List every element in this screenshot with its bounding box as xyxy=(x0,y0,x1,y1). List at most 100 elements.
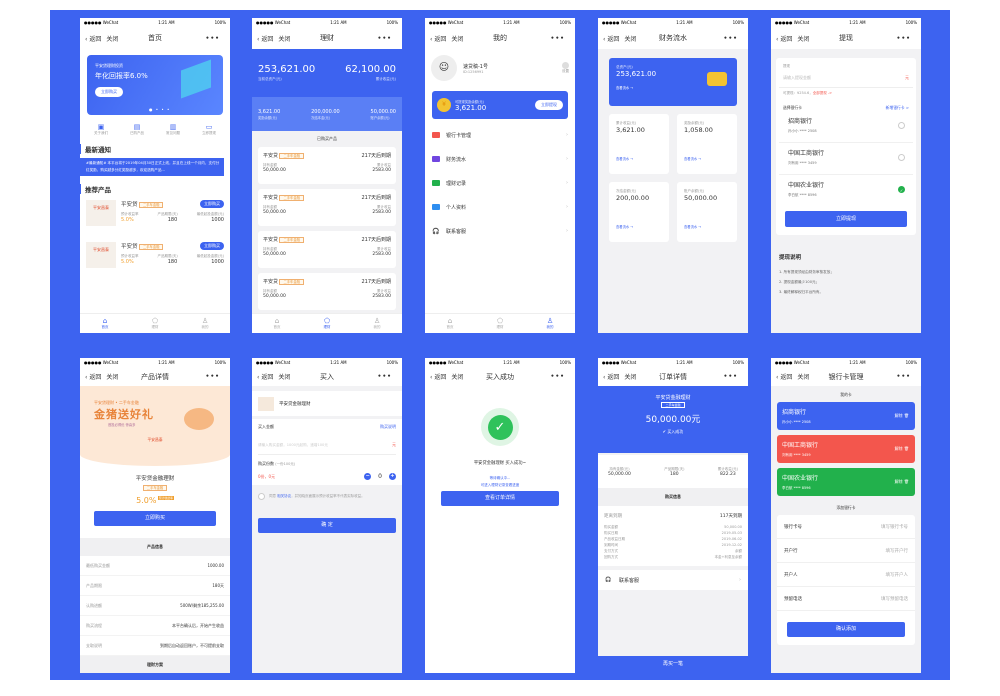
unbind-button[interactable]: 解除 🗑 xyxy=(894,446,909,451)
close-button[interactable]: 关闭 xyxy=(451,374,464,381)
add-card-link[interactable]: 新增银行卡 > xyxy=(885,105,909,110)
tab-mine[interactable]: ♙ 我的 xyxy=(546,317,554,329)
purchased-item[interactable]: 平安贷 二手车金融 217天后到期 持有金额 累计收益 50,000.00 2583.… xyxy=(258,273,396,310)
back-button[interactable]: ‹ 返回 xyxy=(430,35,447,43)
back-button[interactable]: ‹ 返回 xyxy=(603,374,620,381)
stat-card[interactable]: 奖励余额(元) 1,058.00 查看流水 → xyxy=(677,114,737,174)
buy-button[interactable]: 立即购买 xyxy=(200,242,224,250)
bank-field[interactable]: 开户行 填写开户行 xyxy=(777,539,915,563)
purchase-help-link[interactable]: 购买说明 xyxy=(380,424,396,429)
bank-option[interactable]: 中国工商银行 刘有用 **** 3459 xyxy=(779,143,913,175)
close-button[interactable]: 关闭 xyxy=(278,374,291,381)
icon-faq[interactable]: ▥ 常见问题 xyxy=(158,123,188,136)
product-card[interactable]: 平安昌泰 平安贷 二手车金融 立即购买 预计收益率 产品期限(天) 最低起投金额(元)… xyxy=(80,198,230,240)
avatar[interactable]: ☺ xyxy=(431,55,457,81)
confirm-add-button[interactable]: 确认添加 xyxy=(787,622,905,637)
back-button[interactable]: ‹ 返回 xyxy=(430,374,447,381)
stat-card[interactable]: 冻结金额(元) 200,00.00 查看流水 → xyxy=(609,182,669,242)
buy-button[interactable]: 立即购买 xyxy=(200,200,224,208)
tab-mine[interactable]: ♙ 我的 xyxy=(201,317,209,329)
tab-home[interactable]: ⌂ 首页 xyxy=(101,317,109,329)
back-button[interactable]: ‹ 返回 xyxy=(257,35,274,43)
amount-input[interactable]: 请输入购买金额，1000元起购，递增100元元 xyxy=(258,430,396,455)
withdraw-button[interactable]: 立即提现 xyxy=(535,100,563,110)
more-button[interactable]: ••• xyxy=(377,34,392,42)
product-card[interactable]: 平安昌泰 平安贷 二手车金融 立即购买 预计收益率 产品期限(天) 最低起投金额(元)… xyxy=(80,240,230,282)
icon-withdraw[interactable]: ▭ 立即提现 xyxy=(194,123,224,136)
more-button[interactable]: ••• xyxy=(377,373,392,380)
more-button[interactable]: ••• xyxy=(896,34,911,42)
more-button[interactable]: ••• xyxy=(723,373,738,380)
more-button[interactable]: ••• xyxy=(550,373,565,380)
banner[interactable]: 平安贷理财投资 年化回报率6.0% 立即购买 ● • • • xyxy=(87,55,223,115)
contact-support[interactable]: 🎧 联系客服 › xyxy=(598,570,748,590)
tab-invest[interactable]: ⬠ 理财 xyxy=(496,317,504,329)
radio-button[interactable] xyxy=(898,154,905,161)
purchased-item[interactable]: 平安贷 二手车金融 217天后到期 持有金额 累计收益 50,000.00 2583.… xyxy=(258,189,396,226)
tab-mine[interactable]: ♙ 我的 xyxy=(373,317,381,329)
more-button[interactable]: ••• xyxy=(550,34,565,42)
unbind-button[interactable]: 解除 🗑 xyxy=(894,479,909,484)
tab-invest[interactable]: ⬠ 理财 xyxy=(151,317,159,329)
stat-card[interactable]: 账户余额(元) 50,000.00 查看流水 → xyxy=(677,182,737,242)
purchased-item[interactable]: 平安贷 二手车金融 217天后到期 持有金额 累计收益 50,000.00 2583.… xyxy=(258,147,396,184)
buy-again-button[interactable]: 再买一笔 xyxy=(598,656,748,673)
unbind-button[interactable]: 解除 🗑 xyxy=(894,413,909,418)
amount-input[interactable]: 请输入提现金额元 xyxy=(779,69,913,88)
close-button[interactable]: 关闭 xyxy=(624,374,637,381)
card-number-field[interactable]: 银行卡号 填写银行卡号 xyxy=(777,515,915,539)
close-button[interactable]: 关闭 xyxy=(106,35,119,43)
records-link[interactable]: 可进入理财记录查看进度 xyxy=(480,483,520,487)
buy-now-button[interactable]: 立即购买 xyxy=(94,511,216,526)
icon-about[interactable]: ▣ 关于我们 xyxy=(86,123,116,136)
bank-card[interactable]: 中国农业银行 李白航 **** 8596 解除 🗑 xyxy=(777,468,915,496)
tab-invest[interactable]: ⬠ 理财 xyxy=(323,317,331,329)
withdraw-all-link[interactable]: 全部提现 -> xyxy=(812,91,833,95)
more-button[interactable]: ••• xyxy=(723,34,738,42)
back-button[interactable]: ‹ 返回 xyxy=(257,374,274,381)
more-button[interactable]: ••• xyxy=(205,373,220,380)
minus-button[interactable]: − xyxy=(364,473,372,480)
plus-button[interactable]: + xyxy=(389,473,396,480)
menu-finance-flow[interactable]: 财务流水 › xyxy=(425,147,575,171)
menu-invest-records[interactable]: 理财记录 › xyxy=(425,171,575,195)
confirm-button[interactable]: 确 定 xyxy=(258,518,396,533)
view-order-button[interactable]: 查看订单详情 xyxy=(441,491,559,506)
settings-button[interactable]: 设置 xyxy=(562,62,569,74)
notice-box[interactable]: #最新通知# 本平台将于2019年04月30日正式上线，并且在上线一个月内，支付… xyxy=(80,158,224,176)
back-button[interactable]: ‹ 返回 xyxy=(85,374,102,381)
menu-support[interactable]: 🎧 联系客服 › xyxy=(432,228,568,235)
close-button[interactable]: 关闭 xyxy=(797,35,810,43)
back-button[interactable]: ‹ 返回 xyxy=(776,374,793,381)
close-button[interactable]: 关闭 xyxy=(106,374,119,381)
back-button[interactable]: ‹ 返回 xyxy=(776,35,793,43)
tab-home[interactable]: ⌂ 首页 xyxy=(273,317,281,329)
close-button[interactable]: 关闭 xyxy=(624,35,637,43)
back-button[interactable]: ‹ 返回 xyxy=(603,35,620,43)
total-asset-card[interactable]: 总资产(元) 253,621.00 查看流水 → xyxy=(609,58,737,106)
agreement-link[interactable]: 相关协议 xyxy=(277,494,292,498)
promo-banner[interactable]: 平安贷理财 • 二手车金融 金猪送好礼 首投必得优 惊喜多 平安昌泰 xyxy=(80,386,230,466)
quantity-stepper[interactable]: −0 + xyxy=(364,473,396,480)
menu-bank-cards[interactable]: 银行卡管理 › xyxy=(425,123,575,147)
banner-buy-button[interactable]: 立即购买 xyxy=(95,87,123,97)
more-button[interactable]: ••• xyxy=(205,34,220,42)
close-button[interactable]: 关闭 xyxy=(797,374,810,381)
menu-profile[interactable]: 个人资料 › xyxy=(425,195,575,219)
bank-card[interactable]: 中国工商银行 刘有用 **** 3459 解除 🗑 xyxy=(777,435,915,463)
bank-card[interactable]: 招商银行 孙小小 **** 2508 解除 🗑 xyxy=(777,402,915,430)
holder-field[interactable]: 开户人 填写开户人 xyxy=(777,563,915,587)
close-button[interactable]: 关闭 xyxy=(278,35,291,43)
withdraw-button[interactable]: 立即提现 xyxy=(785,211,907,227)
bank-option[interactable]: 招商银行 孙小小 **** 2508 xyxy=(779,111,913,143)
radio-button[interactable] xyxy=(898,122,905,129)
more-button[interactable]: ••• xyxy=(896,373,911,380)
icon-purchased[interactable]: ▤ 已购产品 xyxy=(122,123,152,136)
phone-field[interactable]: 预留电话 填写预留电话 xyxy=(777,587,915,611)
close-button[interactable]: 关闭 xyxy=(451,35,464,43)
purchased-item[interactable]: 平安贷 二手车金融 217天后到期 持有金额 累计收益 50,000.00 2583.… xyxy=(258,231,396,268)
tab-home[interactable]: ⌂ 首页 xyxy=(446,317,454,329)
carousel-dots[interactable]: ● • • • xyxy=(149,107,171,112)
stat-card[interactable]: 累计收益(元) 3,621.00 查看流水 → xyxy=(609,114,669,174)
bank-option-selected[interactable]: 中国农业银行 李白航 **** 8596 ✓ xyxy=(788,182,905,197)
